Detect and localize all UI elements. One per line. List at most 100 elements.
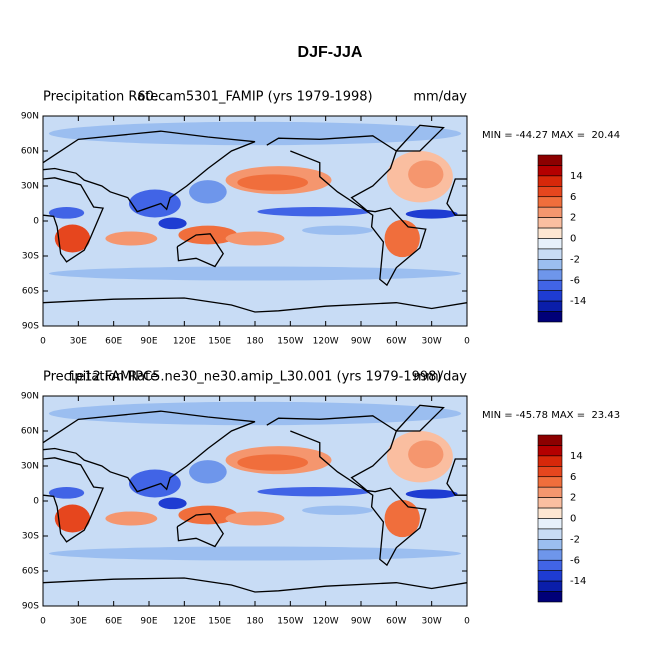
colorbar-box [537, 259, 563, 271]
field-blob [237, 454, 308, 471]
field-blob [225, 231, 285, 246]
field-blob [384, 499, 420, 538]
left-title: Precipitation Rate [43, 90, 158, 105]
field-blob [405, 209, 458, 219]
field-blob [48, 207, 85, 219]
colorbar-label: 14 [570, 171, 583, 182]
map-panel: 0 30E 60E 90E 120E 150E 180 150W 120W 90W 60W 30W 09… [21, 90, 620, 347]
x-tick-label: 120W [313, 337, 339, 347]
colorbar-box [537, 591, 563, 603]
colorbar-label: -14 [570, 296, 586, 307]
colorbar-box [537, 248, 563, 260]
field-blob [54, 224, 91, 253]
field-blob [105, 231, 158, 246]
y-tick-label: 0 [33, 217, 39, 227]
field-blob [48, 401, 462, 426]
colorbar-label: 2 [570, 213, 576, 224]
x-tick-label: 150W [277, 617, 303, 627]
x-tick-label: 90W [351, 337, 371, 347]
colorbar-box [537, 497, 563, 509]
x-tick-label: 120E [173, 337, 196, 347]
colorbar-label: -6 [570, 555, 580, 566]
field-blob [189, 180, 227, 204]
field-blob [128, 469, 181, 498]
field-blob [158, 217, 187, 230]
field-blob [54, 504, 91, 533]
x-tick-label: 30W [421, 337, 441, 347]
colorbar-box [537, 507, 563, 519]
x-tick-label: 0 [464, 617, 470, 627]
field-blob [128, 189, 181, 218]
coastline [176, 233, 224, 268]
field-blob [384, 219, 420, 258]
center-title: f.e12.FAMIPC5.ne30_ne30.amip_L30.001 (yr… [69, 370, 442, 385]
coastline [176, 513, 224, 548]
colorbar-box [537, 186, 563, 198]
colorbar-box [537, 580, 563, 592]
field-blob [302, 225, 373, 235]
colorbar-box [537, 455, 563, 467]
y-tick-label: 60S [22, 567, 39, 577]
colorbar-label: 2 [570, 493, 576, 504]
x-tick-label: 150W [277, 337, 303, 347]
x-tick-label: 90E [140, 617, 157, 627]
colorbar-box [537, 238, 563, 250]
colorbar-label: -2 [570, 254, 580, 265]
x-tick-label: 60W [386, 337, 406, 347]
x-tick-label: 120E [173, 617, 196, 627]
right-title: mm/day [413, 90, 467, 105]
x-tick-label: 90W [351, 617, 371, 627]
x-tick-label: 180 [246, 617, 263, 627]
coastline [43, 410, 256, 493]
coastline [446, 458, 467, 496]
colorbar-label: -2 [570, 534, 580, 545]
y-tick-label: 30N [21, 182, 39, 192]
colorbar-label: 14 [570, 451, 583, 462]
x-tick-label: 60W [386, 617, 406, 627]
x-tick-label: 30W [421, 617, 441, 627]
field-blob [178, 505, 238, 525]
field-blob [48, 266, 462, 281]
colorbar-box [537, 311, 563, 323]
colorbar-box [537, 559, 563, 571]
x-tick-label: 0 [40, 337, 46, 347]
coastline [395, 124, 445, 152]
coastline [43, 297, 467, 313]
field-blob [178, 225, 238, 245]
map-panel: 0 30E 60E 90E 120E 150E 180 150W 120W 90W 60W 30W 09… [21, 370, 620, 627]
colorbar-label: -14 [570, 576, 586, 587]
y-tick-label: 90S [22, 602, 39, 612]
coastline [43, 177, 105, 263]
colorbar-box [537, 518, 563, 530]
field-blob [48, 487, 85, 499]
center-title: 60.cam5301_FAMIP (yrs 1979-1998) [137, 90, 372, 105]
colorbar-label: 0 [570, 514, 576, 525]
coastline [446, 178, 467, 216]
y-tick-label: 60S [22, 287, 39, 297]
field-blob [257, 487, 371, 497]
map-field [43, 116, 467, 326]
x-tick-label: 90E [140, 337, 157, 347]
colorbar-box [537, 445, 563, 457]
figure-title: DJF-JJA [298, 44, 363, 61]
colorbar-label: 6 [570, 472, 576, 483]
colorbar-box [537, 279, 563, 291]
field-blob [257, 207, 371, 217]
y-tick-label: 30S [22, 532, 39, 542]
coastline [395, 404, 445, 432]
right-title: mm/day [413, 370, 467, 385]
field-blob [189, 460, 227, 484]
y-tick-label: 60N [21, 147, 39, 157]
field-blob [408, 160, 444, 189]
colorbar-box [537, 528, 563, 540]
field-blob [158, 497, 187, 510]
x-tick-label: 30E [70, 337, 87, 347]
field-blob [237, 174, 308, 191]
y-tick-label: 60N [21, 427, 39, 437]
x-tick-label: 180 [246, 337, 263, 347]
colorbar-box [537, 466, 563, 478]
colorbar-box [537, 549, 563, 561]
x-tick-label: 150E [208, 617, 231, 627]
